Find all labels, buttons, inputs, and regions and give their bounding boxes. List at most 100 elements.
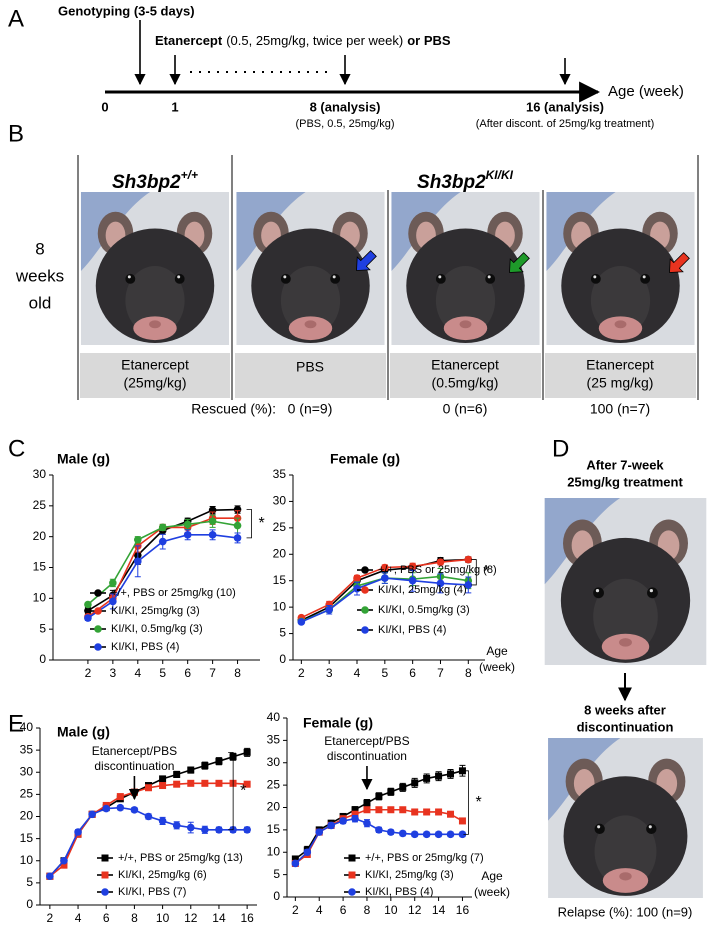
x-tick-label: 4: [316, 903, 323, 917]
legend-label: KI/KI, PBS (4): [365, 886, 433, 898]
significance-bracket: [463, 770, 469, 835]
data-point: [243, 748, 251, 756]
data-point: [303, 848, 312, 857]
data-point: [408, 576, 417, 585]
data-point: [375, 792, 383, 800]
legend-marker: [361, 606, 369, 614]
data-point: [327, 821, 335, 830]
data-point: [381, 563, 389, 572]
chart-title: Female (g): [330, 451, 400, 467]
y-tick-label: 30: [273, 494, 287, 508]
annotation: Etanercept/PBS: [324, 734, 409, 748]
data-point: [215, 757, 223, 765]
data-point: [434, 830, 443, 839]
legend-marker: [94, 643, 102, 651]
y-tick-label: 30: [20, 764, 34, 778]
legend-marker: [101, 854, 109, 862]
data-point: [215, 825, 223, 834]
x-tick-label: 12: [184, 911, 198, 925]
legend-marker: [348, 888, 356, 896]
legend-marker: [361, 566, 369, 574]
photo-caption: 8 weeks after: [584, 702, 666, 717]
mouse-photo: [80, 192, 230, 345]
data-point: [464, 581, 473, 589]
legend-label: KI/KI, PBS (7): [118, 886, 186, 898]
y-tick-label: 5: [279, 626, 286, 640]
data-point: [375, 826, 383, 834]
y-tick-label: 40: [267, 710, 281, 724]
x-tick-label: 16: [240, 911, 254, 925]
treatment-label: Etanercept (0.5, 25mg/kg, twice per week)…: [155, 33, 451, 48]
x-tick-label: 10: [156, 911, 170, 925]
x-tick-label: 8: [234, 666, 241, 680]
significance-bracket: [228, 751, 234, 831]
relapse-label: Relapse (%): 100 (n=9): [558, 904, 693, 919]
data-point: [215, 779, 223, 787]
annotation: discontinuation: [327, 749, 407, 763]
data-point: [436, 558, 445, 567]
y-tick-label: 20: [20, 809, 34, 823]
data-point: [233, 534, 242, 542]
group-label: (25 mg/kg): [587, 375, 654, 391]
treatment-drug: Etanercept: [155, 33, 223, 48]
legend-label: +/+, PBS or 25mg/kg (8): [378, 564, 497, 576]
y-tick-label: 5: [26, 875, 33, 889]
panel-label: E: [8, 710, 24, 737]
data-point: [186, 823, 195, 832]
data-point: [130, 806, 139, 814]
y-tick-label: 0: [279, 652, 286, 666]
data-point: [84, 606, 92, 615]
panel-label: D: [552, 435, 569, 462]
data-point: [46, 872, 54, 881]
data-point: [84, 600, 92, 609]
group-box: [390, 353, 541, 398]
data-point: [387, 806, 395, 814]
x-tick-label: 6: [409, 666, 416, 680]
chart-title: Male (g): [57, 724, 110, 740]
rescued-label: Rescued (%):: [191, 401, 276, 417]
x-tick-label: 7: [209, 666, 216, 680]
timeline-label: 1: [171, 99, 178, 114]
indicator-arrow: [669, 252, 690, 273]
group-label: Etanercept: [586, 357, 654, 373]
timeline-label: 16 (analysis): [526, 99, 604, 114]
photo-panel: Sh3bp2+/+ Sh3bp2KI/KI 8 weeks old Etaner…: [15, 155, 699, 417]
legend-label: KI/KI, 0.5mg/kg (3): [378, 604, 470, 616]
legend-label: KI/KI, 25mg/kg (6): [118, 869, 207, 881]
y-tick-label: 10: [20, 853, 34, 867]
data-point: [109, 579, 117, 587]
data-point: [133, 557, 142, 566]
y-tick-label: 35: [20, 742, 34, 756]
group-box: [545, 353, 696, 398]
data-point: [410, 830, 419, 839]
data-point: [436, 579, 445, 588]
data-point: [158, 817, 167, 825]
y-tick-label: 10: [273, 599, 287, 613]
treatment-alt: or PBS: [407, 33, 451, 48]
significance-label: *: [483, 563, 489, 580]
photo-caption: 25mg/kg treatment: [567, 474, 683, 489]
y-tick-label: 20: [273, 546, 287, 560]
y-tick-label: 25: [273, 520, 287, 534]
row-label: 8: [35, 239, 44, 258]
data-point: [375, 806, 383, 814]
timeline-sublabel: (PBS, 0.5, 25mg/kg): [295, 118, 394, 130]
y-tick-label: 25: [267, 777, 281, 791]
x-tick-label: 5: [381, 666, 388, 680]
photo-caption: After 7-week: [586, 457, 664, 472]
genotype-label: Sh3bp2KI/KI: [417, 168, 514, 193]
data-point: [435, 808, 443, 816]
legend-marker: [348, 854, 356, 862]
chart-title: Male (g): [57, 451, 110, 467]
genotyping-label: Genotyping (3-5 days): [58, 3, 195, 18]
x-axis-label: Age: [481, 869, 503, 883]
data-point: [208, 517, 217, 526]
timeline-label: 8 (analysis): [310, 99, 381, 114]
data-point: [464, 555, 473, 564]
data-point: [183, 531, 192, 539]
data-point: [458, 817, 466, 825]
treatment-dose: (0.5, 25mg/kg, twice per week): [226, 33, 403, 48]
x-tick-label: 10: [384, 903, 398, 917]
x-tick-label: 12: [408, 903, 422, 917]
data-point: [102, 804, 111, 813]
